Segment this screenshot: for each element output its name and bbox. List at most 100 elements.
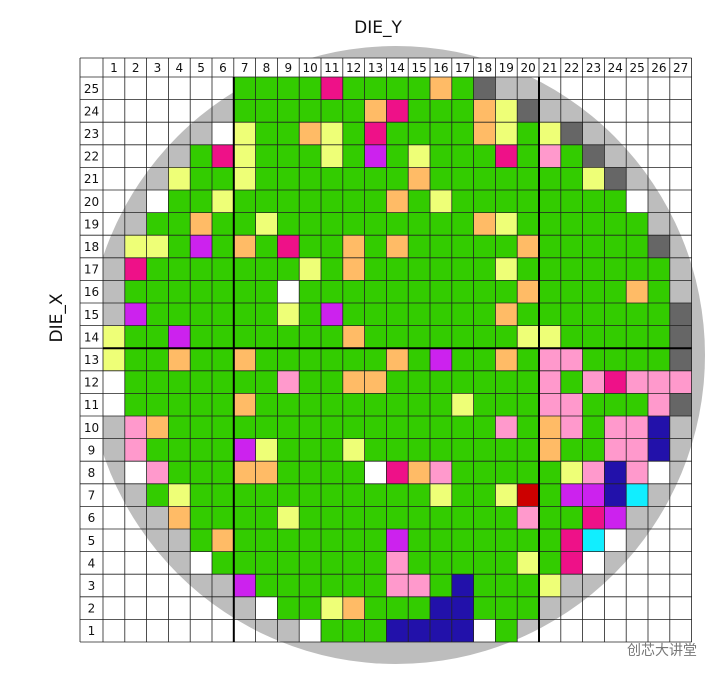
die bbox=[190, 235, 212, 258]
die bbox=[321, 551, 343, 575]
die bbox=[342, 370, 365, 394]
die bbox=[604, 506, 627, 529]
die bbox=[299, 190, 321, 213]
die bbox=[560, 438, 583, 462]
die bbox=[299, 303, 321, 326]
die bbox=[299, 144, 321, 168]
die bbox=[321, 506, 343, 529]
die bbox=[364, 99, 387, 123]
die bbox=[495, 348, 518, 371]
die bbox=[299, 122, 321, 145]
die bbox=[408, 122, 430, 145]
die bbox=[473, 280, 496, 303]
die bbox=[430, 348, 452, 371]
die bbox=[321, 529, 343, 552]
die bbox=[364, 619, 387, 642]
die bbox=[495, 325, 518, 349]
die bbox=[342, 619, 365, 642]
die bbox=[473, 619, 496, 642]
y-tick-label: 16 bbox=[84, 285, 99, 299]
die bbox=[277, 393, 300, 416]
die bbox=[321, 144, 343, 168]
die bbox=[342, 235, 365, 258]
die bbox=[255, 212, 278, 236]
y-tick-label: 22 bbox=[84, 150, 99, 164]
die bbox=[408, 99, 430, 123]
die bbox=[386, 348, 409, 371]
die bbox=[560, 144, 583, 168]
die bbox=[299, 596, 321, 620]
die bbox=[255, 461, 278, 484]
die bbox=[212, 393, 234, 416]
die bbox=[103, 370, 125, 394]
die bbox=[255, 416, 278, 439]
die bbox=[473, 461, 496, 484]
die bbox=[517, 325, 539, 349]
die bbox=[408, 325, 430, 349]
header-bg bbox=[80, 77, 103, 642]
die bbox=[430, 393, 452, 416]
die bbox=[277, 144, 300, 168]
die bbox=[495, 257, 518, 281]
die bbox=[233, 77, 256, 100]
die bbox=[386, 325, 409, 349]
die bbox=[648, 416, 670, 439]
die bbox=[212, 235, 234, 258]
die bbox=[451, 325, 474, 349]
die bbox=[212, 551, 234, 575]
die bbox=[342, 303, 365, 326]
die bbox=[190, 212, 212, 236]
die bbox=[408, 235, 430, 258]
y-tick-label: 8 bbox=[88, 466, 96, 480]
x-tick-label: 7 bbox=[241, 61, 249, 75]
y-tick-label: 5 bbox=[88, 534, 96, 548]
die bbox=[146, 393, 169, 416]
die bbox=[473, 122, 496, 145]
die bbox=[321, 212, 343, 236]
die bbox=[212, 122, 234, 145]
die bbox=[495, 280, 518, 303]
x-tick-label: 25 bbox=[629, 61, 644, 75]
die bbox=[473, 303, 496, 326]
die bbox=[364, 235, 387, 258]
x-tick-label: 1 bbox=[110, 61, 118, 75]
die bbox=[451, 574, 474, 597]
die bbox=[364, 506, 387, 529]
die bbox=[408, 303, 430, 326]
die bbox=[560, 551, 583, 575]
die bbox=[277, 370, 300, 394]
die bbox=[124, 257, 147, 281]
y-tick-label: 25 bbox=[84, 82, 99, 96]
die bbox=[582, 551, 605, 575]
die bbox=[604, 190, 627, 213]
die bbox=[342, 461, 365, 484]
die bbox=[430, 77, 452, 100]
die bbox=[190, 506, 212, 529]
die bbox=[124, 348, 147, 371]
die bbox=[582, 190, 605, 213]
die bbox=[430, 506, 452, 529]
die bbox=[233, 212, 256, 236]
die bbox=[408, 257, 430, 281]
die bbox=[386, 167, 409, 190]
die bbox=[495, 619, 518, 642]
die bbox=[473, 574, 496, 597]
die bbox=[560, 235, 583, 258]
die bbox=[233, 325, 256, 349]
die bbox=[495, 303, 518, 326]
die bbox=[539, 529, 561, 552]
x-tick-label: 4 bbox=[175, 61, 183, 75]
die bbox=[364, 167, 387, 190]
y-tick-label: 23 bbox=[84, 127, 99, 141]
die bbox=[212, 461, 234, 484]
die bbox=[626, 416, 648, 439]
die bbox=[539, 438, 561, 462]
die bbox=[364, 551, 387, 575]
die bbox=[560, 529, 583, 552]
die bbox=[495, 416, 518, 439]
grid bbox=[79, 57, 692, 643]
die bbox=[386, 551, 409, 575]
die bbox=[255, 483, 278, 507]
die bbox=[277, 596, 300, 620]
die bbox=[321, 235, 343, 258]
